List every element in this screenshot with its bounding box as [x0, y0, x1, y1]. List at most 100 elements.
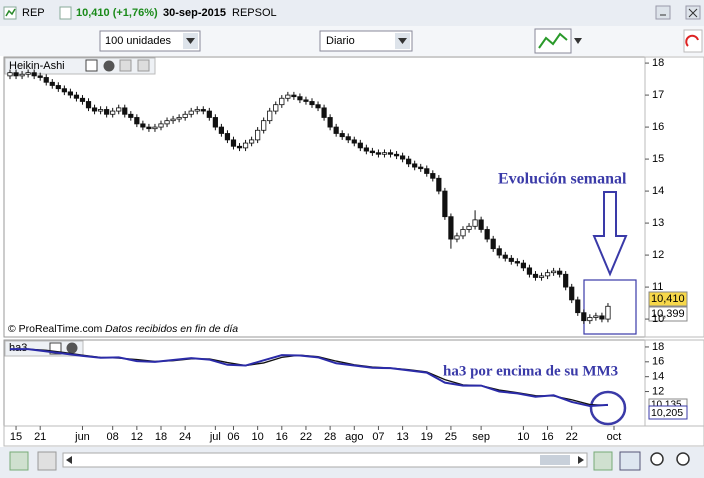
- candle-body: [369, 150, 376, 154]
- zoom-fit-button[interactable]: [619, 451, 641, 471]
- indicator-close-icon[interactable]: [66, 342, 78, 354]
- candle-body: [381, 152, 388, 155]
- candle-body: [122, 107, 128, 115]
- x-tick-label: 28: [324, 431, 336, 443]
- y-tick-label: 14: [652, 185, 664, 197]
- candle-body: [230, 139, 237, 147]
- x-tick-label: 13: [396, 431, 408, 443]
- candle-body: [31, 72, 37, 77]
- candle-body: [212, 117, 218, 128]
- x-tick-label: 21: [34, 431, 46, 443]
- indicator-button[interactable]: [534, 28, 572, 54]
- tool-button[interactable]: [593, 451, 613, 471]
- y-tick-label: 12: [652, 249, 664, 261]
- y-tick-label: 11: [652, 281, 663, 293]
- x-tick-label: 07: [372, 431, 384, 443]
- candle-body: [242, 142, 249, 149]
- panel-window-icon[interactable]: [85, 59, 98, 72]
- quantity-select[interactable]: [99, 30, 201, 52]
- y-tick-label: 13: [652, 217, 664, 229]
- candle-body: [563, 273, 569, 288]
- x-tick-label: 06: [227, 431, 239, 443]
- candle-body: [128, 113, 134, 118]
- annotation-box: [583, 279, 637, 335]
- candle-body: [321, 107, 327, 118]
- y-tick-label: 12: [652, 385, 664, 397]
- annotation: Evolución semanal: [498, 171, 627, 188]
- candle-body: [460, 229, 466, 237]
- data-note: Datos recibidos en fin de día: [105, 323, 238, 335]
- x-tick-label: 08: [107, 431, 119, 443]
- indicator-panel: [3, 339, 646, 427]
- candle-body: [297, 96, 303, 101]
- scroll-thumb[interactable]: [540, 455, 570, 465]
- indicator-icon: [538, 32, 568, 49]
- x-tick-label: 19: [421, 431, 433, 443]
- candle-body: [526, 267, 533, 275]
- candle-body: [291, 94, 297, 98]
- quantity-label: 100 unidades: [105, 35, 172, 47]
- candle-body: [73, 94, 80, 99]
- candle-body: [418, 166, 424, 170]
- x-tick-label: jul: [209, 431, 221, 443]
- indicator-title: ha3: [9, 342, 27, 354]
- zoom-out-button[interactable]: [650, 452, 664, 466]
- candle-body: [61, 88, 67, 93]
- candle-body: [236, 145, 243, 149]
- indicator-window-icon[interactable]: [49, 342, 62, 355]
- candle-body: [200, 109, 206, 112]
- panel-down-icon[interactable]: [137, 59, 150, 72]
- x-tick-label: 10: [517, 431, 529, 443]
- candle-body: [581, 312, 587, 322]
- candle-body: [599, 315, 605, 320]
- x-tick-label: sep: [472, 431, 490, 443]
- tool-button[interactable]: [37, 451, 57, 471]
- candle-body: [339, 133, 345, 138]
- minimize-button[interactable]: [655, 5, 671, 20]
- candle-body: [345, 136, 351, 141]
- candle-body: [430, 173, 436, 179]
- ha3-price-box: [648, 405, 688, 420]
- indicator-annotation: ha3 por encima de su MM3: [443, 363, 618, 379]
- x-tick-label: 24: [179, 431, 191, 443]
- candle-body: [206, 110, 212, 118]
- x-tick-label: ago: [345, 431, 363, 443]
- refresh-button[interactable]: [683, 29, 703, 53]
- candle-body: [327, 117, 333, 128]
- candle-body: [484, 229, 490, 240]
- candle-body: [502, 254, 508, 259]
- y-tick-label: 14: [652, 371, 664, 383]
- y-tick-label: 17: [652, 89, 664, 101]
- zoom-in-button[interactable]: [676, 452, 690, 466]
- panel-close-icon[interactable]: [103, 60, 115, 72]
- credit: © ProRealTime.com: [8, 323, 103, 335]
- candle-body: [255, 129, 261, 141]
- period-select[interactable]: [319, 30, 413, 52]
- candle-body: [49, 81, 55, 86]
- candle-body: [67, 91, 73, 96]
- candle-body: [442, 190, 448, 218]
- candle-body: [357, 142, 363, 149]
- y-tick-label: 16: [652, 121, 664, 133]
- candle-body: [605, 305, 611, 320]
- close-glyph: [688, 8, 698, 18]
- candle-body: [593, 315, 599, 318]
- candle-body: [248, 139, 255, 144]
- panel-up-icon[interactable]: [119, 59, 132, 72]
- scrollbar[interactable]: [62, 452, 588, 468]
- candle-body: [544, 272, 551, 277]
- candle-body: [104, 109, 110, 115]
- x-tick-label: 16: [276, 431, 288, 443]
- candle-body: [98, 109, 104, 112]
- candle-body: [375, 152, 382, 155]
- y-tick-label: 16: [652, 356, 664, 368]
- period-label: Diario: [326, 35, 355, 47]
- info-icon[interactable]: [59, 6, 72, 20]
- tool-button[interactable]: [9, 451, 29, 471]
- candle-body: [146, 126, 152, 130]
- indicator-arrow[interactable]: [574, 38, 582, 44]
- candle-body: [496, 248, 502, 256]
- x-tick-label: 25: [445, 431, 457, 443]
- ha3-price: 10,205: [651, 407, 683, 419]
- candle-body: [19, 73, 25, 77]
